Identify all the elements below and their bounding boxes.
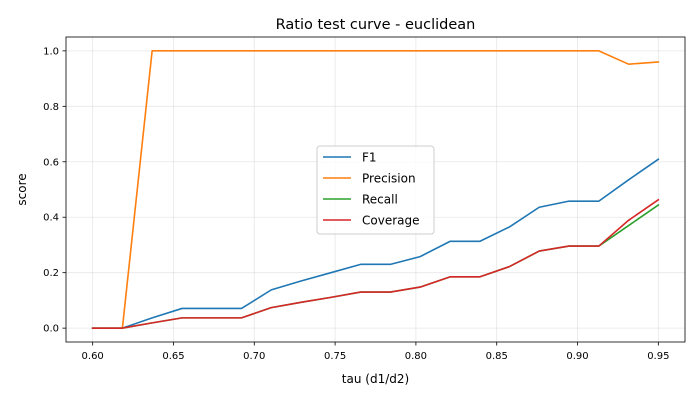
series-line-f1 bbox=[91, 158, 660, 329]
x-tick-label: 0.70 bbox=[243, 351, 265, 362]
legend-label-coverage: Coverage bbox=[362, 214, 420, 228]
y-tick-label: 0.8 bbox=[43, 102, 59, 113]
x-tick-label: 0.75 bbox=[324, 351, 346, 362]
plot-area-frame bbox=[65, 36, 686, 343]
y-tick-label: 0.6 bbox=[43, 157, 59, 168]
chart-title: Ratio test curve - euclidean bbox=[276, 17, 476, 33]
y-tick-label: 0.4 bbox=[43, 213, 59, 224]
series-line-precision bbox=[91, 50, 660, 329]
legend-box bbox=[316, 145, 435, 235]
y-axis-title: score bbox=[15, 173, 29, 205]
x-tick-label: 0.60 bbox=[82, 351, 104, 362]
legend-label-f1: F1 bbox=[362, 151, 377, 165]
legend: F1 Precision Recall Coverage bbox=[316, 145, 435, 235]
y-tick-label: 1.0 bbox=[43, 46, 59, 57]
legend-label-recall: Recall bbox=[362, 193, 398, 207]
x-tick-label: 0.65 bbox=[162, 351, 184, 362]
y-tick-label: 0.0 bbox=[43, 324, 59, 335]
x-tick-label: 0.90 bbox=[566, 351, 588, 362]
x-axis-title: tau (d1/d2) bbox=[342, 372, 409, 386]
axis-ticks: 0.60 0.65 0.70 0.75 0.80 0.85 0.90 0.95 0.0 0.2 0.… bbox=[43, 46, 669, 362]
legend-label-precision: Precision bbox=[362, 172, 416, 186]
series-lines bbox=[91, 50, 660, 329]
x-tick-label: 0.95 bbox=[647, 351, 669, 362]
series-line-coverage bbox=[91, 198, 660, 329]
y-tick-label: 0.2 bbox=[43, 268, 59, 279]
x-tick-label: 0.80 bbox=[405, 351, 427, 362]
x-tick-label: 0.85 bbox=[486, 351, 508, 362]
